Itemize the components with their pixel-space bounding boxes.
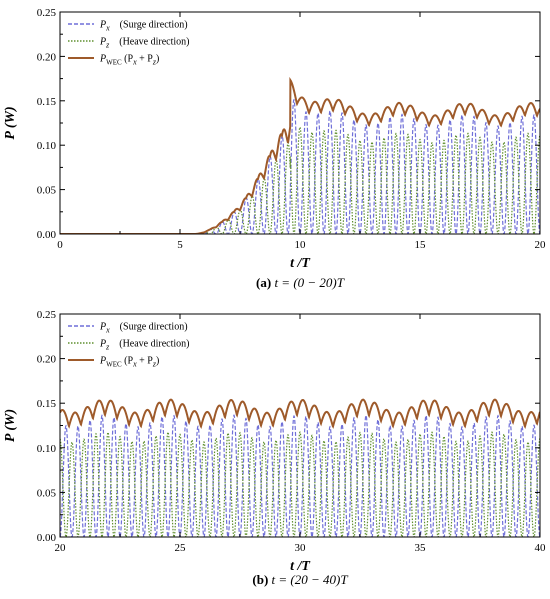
legend-desc: (Heave direction) [119,339,189,350]
legend-symbol: P [99,339,106,350]
x-tick-label: 20 [55,542,67,554]
panel-caption: (b) t = (20 − 40)T [252,572,348,587]
y-tick-label: 0.05 [37,487,57,499]
y-tick-label: 0.05 [37,185,57,197]
legend-pwec-part: P [99,356,106,367]
y-tick-label: 0.10 [37,443,57,455]
series-line-px [60,99,540,234]
legend-pwec-part: z [152,58,157,67]
legend-subscript: x [105,24,110,33]
x-tick-label: 0 [57,239,63,251]
legend-subscript: z [105,343,110,352]
caption-text: t = (0 − 20)T [274,275,344,290]
legend-desc: (Heave direction) [119,37,189,48]
legend-desc: (Surge direction) [120,322,188,333]
legend-pwec-part: ) [156,54,159,65]
legend-pwec-part: + P [137,356,154,367]
x-tick-label: 15 [415,239,427,251]
series-line-px [60,414,540,537]
legend-px-label: Px (Surge direction) [99,322,188,335]
panel-a: 0 5 10 15 20 0.00 0.05 0.10 0.15 0.20 0.25 t /T P (W… [3,7,546,290]
y-tick-label: 0.20 [37,354,57,366]
legend-symbol: P [99,37,106,48]
legend-subscript: x [105,326,110,335]
x-tick-label: 30 [295,542,307,554]
x-tick-label: 10 [295,239,307,251]
legend-pz-label: Pz (Heave direction) [99,37,189,50]
y-tick-label: 0.20 [37,51,57,63]
legend-symbol: P [99,20,106,31]
legend-pwec-part: WEC [106,361,122,369]
legend-pwec-label: PWEC (Px + Pz) [99,356,159,369]
y-tick-label: 0.25 [37,7,57,19]
legend-pwec-part: P [99,54,106,65]
y-tick-label: 0.00 [37,532,57,544]
legend-pwec-part: x [132,360,137,369]
plot-area [60,76,540,234]
x-tick-label: 35 [415,542,427,554]
legend-pwec-part: + P [137,54,154,65]
x-axis-label: t /T [290,256,311,271]
y-tick-label: 0.00 [37,229,57,241]
panel-b: 20 25 30 35 40 0.00 0.05 0.10 0.15 0.20 0.25 t /T P … [3,309,546,587]
plot-area [60,398,540,537]
x-tick-label: 5 [177,239,183,251]
x-tick-label: 40 [535,542,547,554]
legend-px-label: Px (Surge direction) [99,20,188,33]
y-tick-label: 0.10 [37,140,57,152]
legend-pwec-label: PWEC (Px + Pz) [99,54,159,67]
legend-desc: (Surge direction) [120,20,188,31]
legend-pwec-part: z [152,360,157,369]
caption-letter: (b) [252,572,271,587]
x-tick-label: 20 [535,239,547,251]
caption-letter: (a) [256,275,274,290]
x-axis-label: t /T [290,559,311,574]
y-axis-label: P (W) [3,106,18,139]
series-line-pz [60,431,540,537]
series-line-pwec [60,398,540,429]
legend-pwec-part: (P [122,54,134,65]
panel-caption: (a) t = (0 − 20)T [256,275,345,290]
x-tick-label: 25 [175,542,187,554]
legend-symbol: P [99,322,106,333]
caption-text: t = (20 − 40)T [272,572,349,587]
y-tick-label: 0.25 [37,309,57,321]
y-axis-label: P (W) [3,409,18,442]
legend-pwec-part: WEC [106,59,122,67]
legend-pz-label: Pz (Heave direction) [99,339,189,352]
legend-pwec-part: (P [122,356,134,367]
y-tick-label: 0.15 [37,96,57,108]
legend-subscript: z [105,41,110,50]
legend-pwec-part: ) [156,356,159,367]
y-tick-label: 0.15 [37,398,57,410]
legend-pwec-part: x [132,58,137,67]
series-line-pz [60,126,540,234]
series-line-pwec [60,76,540,234]
